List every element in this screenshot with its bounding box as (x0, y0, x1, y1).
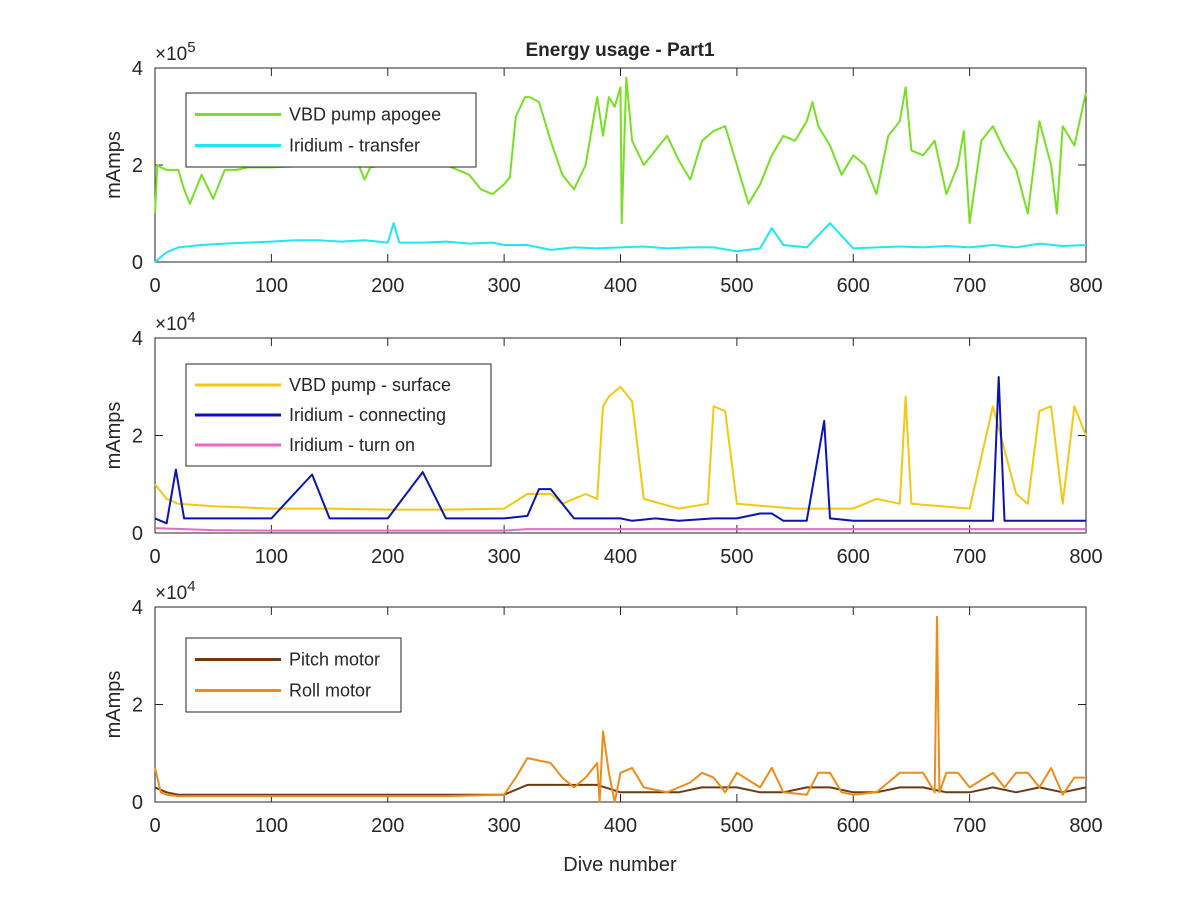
x-tick-label: 400 (604, 546, 637, 568)
figure-title: Energy usage - Part1 (525, 40, 714, 61)
y-tick-label: 4 (132, 58, 143, 80)
series-line-pitch-motor (154, 783, 1087, 796)
y-exponent-label: ×105 (155, 39, 196, 65)
y-tick-label: 4 (132, 328, 143, 350)
series-line-iridium-transfer (154, 222, 1087, 263)
series-line-vbd-pump-surface (154, 385, 1087, 511)
x-tick-label: 200 (371, 815, 404, 837)
x-tick-label: 600 (837, 815, 870, 837)
x-tick-label: 600 (837, 275, 870, 297)
subplot-1: 0 100 200 300 400 500 600 700 800 0 2 4 ×105 mAmps VBD… (103, 39, 1103, 297)
legend-entry: Iridium - transfer (289, 136, 420, 156)
x-tick-label: 800 (1069, 275, 1102, 297)
y-tick-label: 0 (132, 523, 143, 545)
y-axis-label: mAmps (103, 671, 125, 739)
x-tick-label: 700 (953, 815, 986, 837)
x-tick-label: 700 (953, 546, 986, 568)
x-tick-label: 500 (720, 275, 753, 297)
x-tick-label: 0 (149, 546, 160, 568)
x-tick-label: 100 (255, 815, 288, 837)
legend-box (185, 637, 402, 713)
y-exponent-label: ×104 (155, 309, 196, 335)
legend: VBD pump - surface Iridium - connecting Ir… (185, 363, 492, 467)
x-tick-label: 200 (371, 275, 404, 297)
legend-entry: Iridium - connecting (289, 405, 446, 425)
x-tick-label: 100 (255, 275, 288, 297)
legend-entry: VBD pump apogee (289, 105, 441, 125)
y-tick-label: 2 (132, 426, 143, 448)
x-tick-label: 100 (255, 546, 288, 568)
x-tick-label: 800 (1069, 815, 1102, 837)
legend-box (185, 92, 477, 168)
x-tick-label: 700 (953, 275, 986, 297)
x-axis-label: Dive number (563, 854, 677, 876)
x-tick-label: 400 (604, 815, 637, 837)
subplot-2: 0 100 200 300 400 500 600 700 800 0 2 4 ×104 mAmps VBD… (103, 309, 1103, 568)
series-line-iridium-turn-on (154, 527, 1086, 532)
x-tick-label: 400 (604, 275, 637, 297)
y-tick-label: 0 (132, 792, 143, 814)
series-line-iridium-connecting (154, 376, 1086, 525)
x-tick-label: 300 (487, 546, 520, 568)
x-tick-label: 0 (149, 815, 160, 837)
subplot-3: 0 100 200 300 400 500 600 700 800 0 2 4 ×104 mAmps Pit… (103, 578, 1103, 837)
x-tick-label: 200 (371, 546, 404, 568)
legend-entry: VBD pump - surface (289, 375, 451, 395)
legend-entry: Pitch motor (289, 650, 380, 670)
y-exponent-label: ×104 (155, 578, 196, 604)
x-tick-label: 500 (720, 815, 753, 837)
y-tick-label: 4 (132, 597, 143, 619)
series-line-roll-motor (154, 615, 1086, 803)
y-axis-label: mAmps (103, 402, 125, 470)
legend: VBD pump apogee Iridium - transfer (185, 92, 477, 168)
legend: Pitch motor Roll motor (185, 637, 402, 713)
y-axis-label: mAmps (103, 131, 125, 199)
x-tick-label: 0 (149, 275, 160, 297)
legend-entry: Roll motor (289, 681, 371, 701)
y-tick-label: 2 (132, 155, 143, 177)
subplot-panels: 0 100 200 300 400 500 600 700 800024×105mAmpsVBD… (103, 39, 1103, 837)
x-tick-label: 300 (487, 815, 520, 837)
x-tick-label: 300 (487, 275, 520, 297)
x-tick-label: 800 (1069, 546, 1102, 568)
x-tick-label: 600 (837, 546, 870, 568)
y-tick-label: 2 (132, 695, 143, 717)
legend-entry: Iridium - turn on (289, 435, 415, 455)
y-tick-label: 0 (132, 252, 143, 274)
x-tick-label: 500 (720, 546, 753, 568)
